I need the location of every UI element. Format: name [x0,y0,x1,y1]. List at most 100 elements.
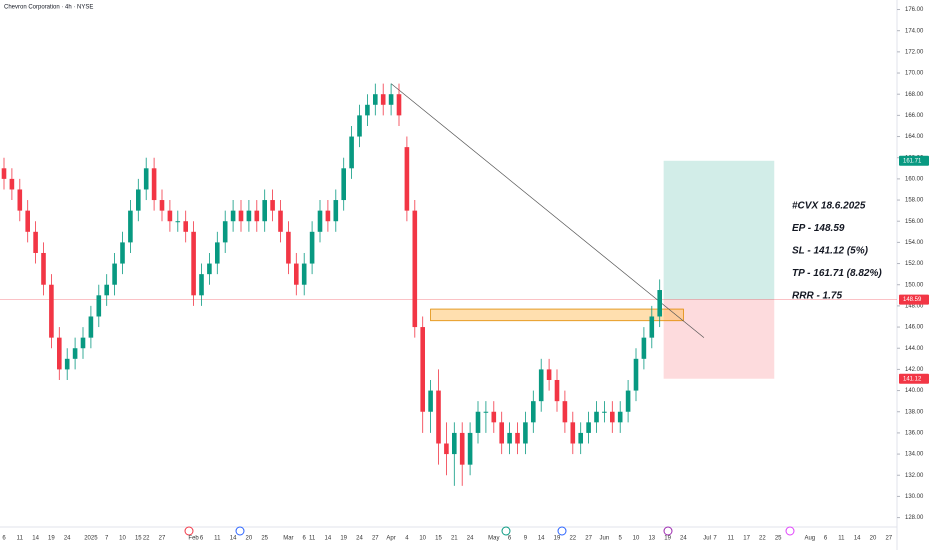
candle-body [1,168,7,179]
candle-body [373,94,378,105]
candle-body [388,94,394,105]
candle-body [467,432,473,465]
annotation: #CVX 18.6.2025 [792,201,866,212]
candle-body [309,231,315,264]
event-icon[interactable] [785,526,795,536]
event-icon[interactable] [663,526,673,536]
x-tick-label: 19 [554,536,561,542]
price-tag-label: 148.59 [903,297,922,303]
x-tick-label: 17 [743,536,750,542]
x-tick-label: Jul [703,536,711,542]
y-tick-label: 164.00 [905,134,924,140]
candle-body [625,390,631,412]
event-icon[interactable] [557,526,567,536]
supply-zone [430,308,684,322]
x-tick-label: 10 [633,536,640,542]
x-tick-label: 14 [854,536,861,542]
candle-body [17,189,23,211]
stop-loss-area [663,299,775,379]
x-tick-label: 11 [17,536,24,542]
candle-body [428,390,433,412]
candle-body [586,422,591,433]
x-tick-label: 25 [775,536,782,542]
candle-body [57,337,62,370]
x-tick-label: 27 [372,536,379,542]
candle-body [159,200,165,211]
x-tick-label: 13 [648,536,655,542]
candle-body [191,231,196,296]
candle-body [523,422,528,444]
event-icon[interactable] [501,526,511,536]
chart-title: Chevron Corporation · 4h · NYSE [4,5,93,11]
y-tick-label: 132.00 [905,473,924,479]
candle-body [25,210,30,232]
candle-body [301,263,307,285]
x-tick-label: 14 [325,536,332,542]
y-tick-label: 156.00 [905,219,924,225]
y-tick-label: 150.00 [905,282,924,288]
candle-body [80,337,86,349]
candle-body [341,168,346,201]
candle-body [578,432,583,444]
x-tick-label: 9 [524,536,528,542]
candle-body [396,94,402,116]
candle-body [554,379,560,402]
x-tick-label: 19 [664,536,671,542]
candle-body [128,210,133,243]
x-tick-label: 10 [119,536,126,542]
candle-body [617,411,623,423]
candle-body [475,411,481,433]
x-tick-label: 6 [508,536,512,542]
candle-body [246,210,252,222]
candle-body [254,210,260,222]
x-tick-label: 11 [214,536,221,542]
x-tick-label: 15 [435,536,442,542]
x-tick-label: 24 [356,536,363,542]
y-tick-label: 144.00 [905,346,924,352]
candle-body [262,200,267,222]
y-tick-label: 168.00 [905,92,924,98]
x-tick-label: 20 [870,536,877,542]
price-tag [899,294,929,305]
candle-body [64,358,70,370]
x-tick-label: 14 [230,536,237,542]
candle-body [365,104,370,116]
candle-body [183,221,188,232]
x-tick-label: May [488,536,499,542]
x-tick-label: 6 [200,536,204,542]
trendline [390,83,705,338]
x-tick-label: 24 [680,536,687,542]
candle-body [349,136,354,169]
x-tick-label: 14 [538,536,545,542]
candle-body [546,369,552,380]
candle-body [9,178,15,190]
candle-body [33,231,38,253]
candle-body [602,411,607,413]
candle-body [72,348,78,359]
price-tag-label: 161.71 [903,158,922,164]
candle-body [515,432,520,444]
candle-body [610,411,615,423]
y-tick-label: 152.00 [905,261,924,267]
price-tag [899,155,929,166]
annotation: RRR - 1.75 [792,291,842,302]
y-tick-label: 134.00 [905,452,924,458]
x-tick-label: 21 [451,536,458,542]
candle-body [404,147,410,211]
candle-body [499,422,504,444]
x-tick-label: 7 [105,536,109,542]
candle-body [531,401,536,423]
x-tick-label: Aug [804,536,815,542]
y-tick-label: 160.00 [905,176,924,182]
x-tick-label: 7 [713,536,717,542]
price-tag [899,373,929,384]
event-icon[interactable] [184,526,194,536]
candle-body [570,422,576,444]
y-tick-label: 170.00 [905,71,924,77]
x-tick-label: 24 [467,536,474,542]
event-icon[interactable] [235,526,245,536]
candle-body [459,432,465,465]
x-tick-label: 5 [619,536,623,542]
